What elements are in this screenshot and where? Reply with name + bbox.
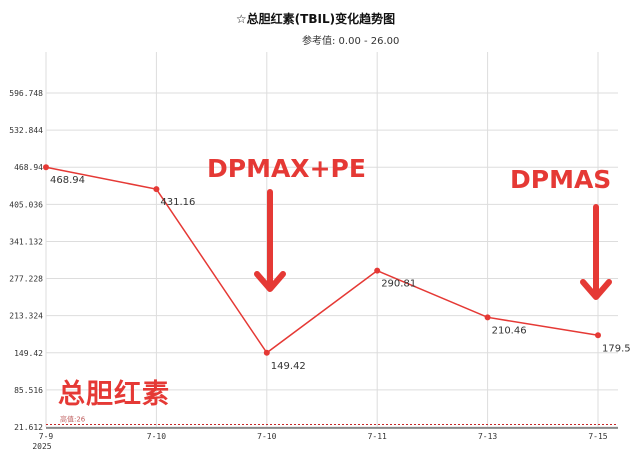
y-tick-label: 277.228 — [9, 275, 43, 284]
data-label: 431.16 — [160, 197, 195, 208]
data-label: 210.46 — [492, 325, 527, 336]
annotation-dpmas: DPMAS — [510, 165, 612, 194]
x-tick-label: 7-11 — [368, 432, 387, 441]
x-tick-label: 7-9 — [39, 432, 54, 441]
y-tick-label: 468.94 — [14, 163, 43, 172]
data-point — [153, 186, 160, 193]
data-point — [374, 267, 381, 274]
series-line — [45, 166, 599, 354]
x-tick-label: 7-13 — [478, 432, 497, 441]
y-tick-label: 341.132 — [9, 237, 43, 246]
y-tick-label: 21.612 — [14, 423, 43, 432]
x-year-label: 2025 — [32, 442, 51, 451]
data-label: 179.53 — [602, 343, 631, 354]
reference-line-label: 高值:26 — [60, 414, 86, 423]
data-label: 468.94 — [50, 175, 85, 186]
data-label: 290.81 — [381, 279, 416, 290]
y-tick-label: 405.036 — [9, 200, 43, 209]
x-tick-label: 7-15 — [588, 432, 607, 441]
x-tick-label: 7-10 — [147, 432, 166, 441]
arrow-down-icon-head — [580, 279, 612, 300]
reference-range: 参考值: 0.00 - 26.00 — [302, 36, 400, 47]
chart-title: ☆总胆红素(TBIL)变化趋势图 — [235, 12, 396, 26]
annotation-dpmax-pe: DPMAX+PE — [207, 154, 366, 183]
y-tick-label: 149.42 — [14, 349, 43, 358]
data-point — [43, 164, 49, 171]
y-tick-label: 85.516 — [14, 386, 43, 395]
data-point — [595, 332, 601, 339]
data-point — [484, 314, 491, 321]
data-point — [263, 349, 270, 356]
arrow-down-icon-head — [254, 271, 286, 292]
y-tick-label: 213.324 — [9, 312, 43, 321]
x-tick-label: 7-10 — [257, 432, 276, 441]
y-tick-label: 532.844 — [9, 126, 43, 135]
annotation-tbil: 总胆红素 — [58, 379, 170, 410]
data-label: 149.42 — [271, 361, 306, 372]
y-tick-label: 596.748 — [9, 89, 43, 98]
